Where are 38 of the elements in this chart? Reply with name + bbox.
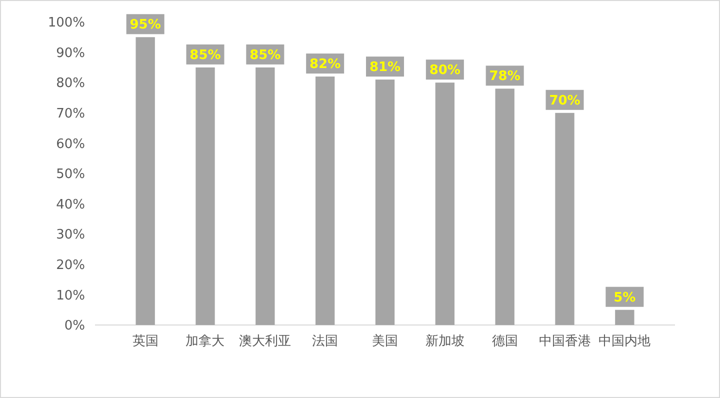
bar (315, 76, 335, 325)
y-tick-label: 100% (48, 16, 85, 31)
y-tick-label: 80% (56, 76, 85, 92)
bar (555, 112, 574, 325)
x-tick-label: 德国 (492, 334, 518, 349)
x-tick-label: 澳大利亚 (239, 334, 292, 349)
x-tick-label: 加拿大 (186, 334, 225, 349)
bar (136, 37, 155, 325)
data-label: 81% (369, 60, 401, 76)
data-label: 95% (130, 18, 161, 33)
y-tick-label: 0% (64, 318, 85, 334)
x-tick-label: 中国香港 (538, 334, 591, 349)
bar (375, 80, 395, 325)
bar (615, 310, 634, 325)
y-tick-label: 20% (56, 258, 85, 273)
x-tick-label: 美国 (372, 333, 398, 349)
data-label: 85% (190, 48, 221, 63)
data-label: 85% (250, 48, 281, 63)
bar (196, 67, 215, 325)
data-label: 82% (310, 57, 341, 72)
bar (435, 82, 455, 325)
y-tick-label: 70% (56, 106, 85, 122)
bar (495, 88, 514, 325)
y-tick-label: 40% (56, 197, 85, 212)
y-tick-label: 10% (56, 288, 85, 304)
x-tick-label: 新加坡 (425, 334, 464, 349)
data-label: 78% (489, 69, 520, 84)
x-tick-label: 法国 (312, 334, 338, 349)
data-label: 80% (429, 63, 460, 78)
data-label: 5% (614, 290, 636, 306)
bar (256, 67, 275, 325)
y-tick-label: 90% (56, 46, 85, 61)
y-tick-label: 60% (56, 136, 85, 152)
x-tick-label: 英国 (132, 334, 158, 349)
data-label: 70% (549, 93, 580, 108)
x-tick-label: 中国内地 (598, 334, 651, 349)
y-tick-label: 30% (56, 228, 85, 243)
y-tick-label: 50% (56, 167, 85, 182)
